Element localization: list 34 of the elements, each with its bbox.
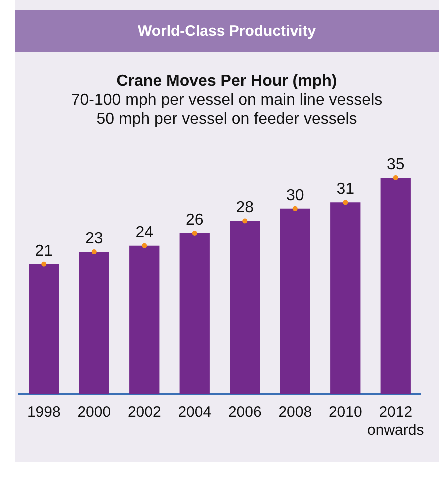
data-label: 21 [35, 242, 54, 260]
x-tick-label: 2002 [128, 404, 162, 422]
data-label: 28 [236, 200, 254, 217]
data-label: 24 [136, 224, 154, 242]
point [343, 200, 348, 206]
data-label: 23 [85, 230, 104, 248]
bar [130, 246, 160, 394]
x-tick-label: 2006 [228, 404, 262, 422]
data-label: 31 [336, 181, 355, 198]
point [393, 176, 398, 180]
bar [29, 264, 60, 394]
bar [180, 234, 210, 394]
bar [79, 252, 110, 394]
bar [230, 221, 260, 394]
x-tick-label: 2008 [278, 404, 312, 422]
chart-subtitle: Crane Moves Per Hour (mph) 70-100 mph per vessel on main line vessels 50 mph per vessel on feeder vessels [70, 72, 384, 129]
x-tick-label: 2000 [78, 404, 112, 422]
x-tick-label: 1998 [27, 404, 61, 422]
x-tick-label: 2004 [178, 404, 212, 422]
chart-title: World-Class Productivity [15, 10, 439, 52]
data-label: 35 [386, 156, 405, 174]
x-tick-label: 2012 onwards [368, 404, 424, 440]
point [292, 206, 298, 212]
data-label: 26 [186, 212, 204, 229]
data-label: 30 [286, 187, 304, 204]
bar [380, 178, 411, 394]
point [42, 262, 47, 267]
bar [330, 202, 361, 394]
point [92, 250, 97, 255]
point [142, 243, 148, 248]
point [192, 231, 198, 236]
x-tick-label: 2010 [328, 404, 362, 422]
point [242, 218, 248, 224]
bar [280, 208, 310, 394]
